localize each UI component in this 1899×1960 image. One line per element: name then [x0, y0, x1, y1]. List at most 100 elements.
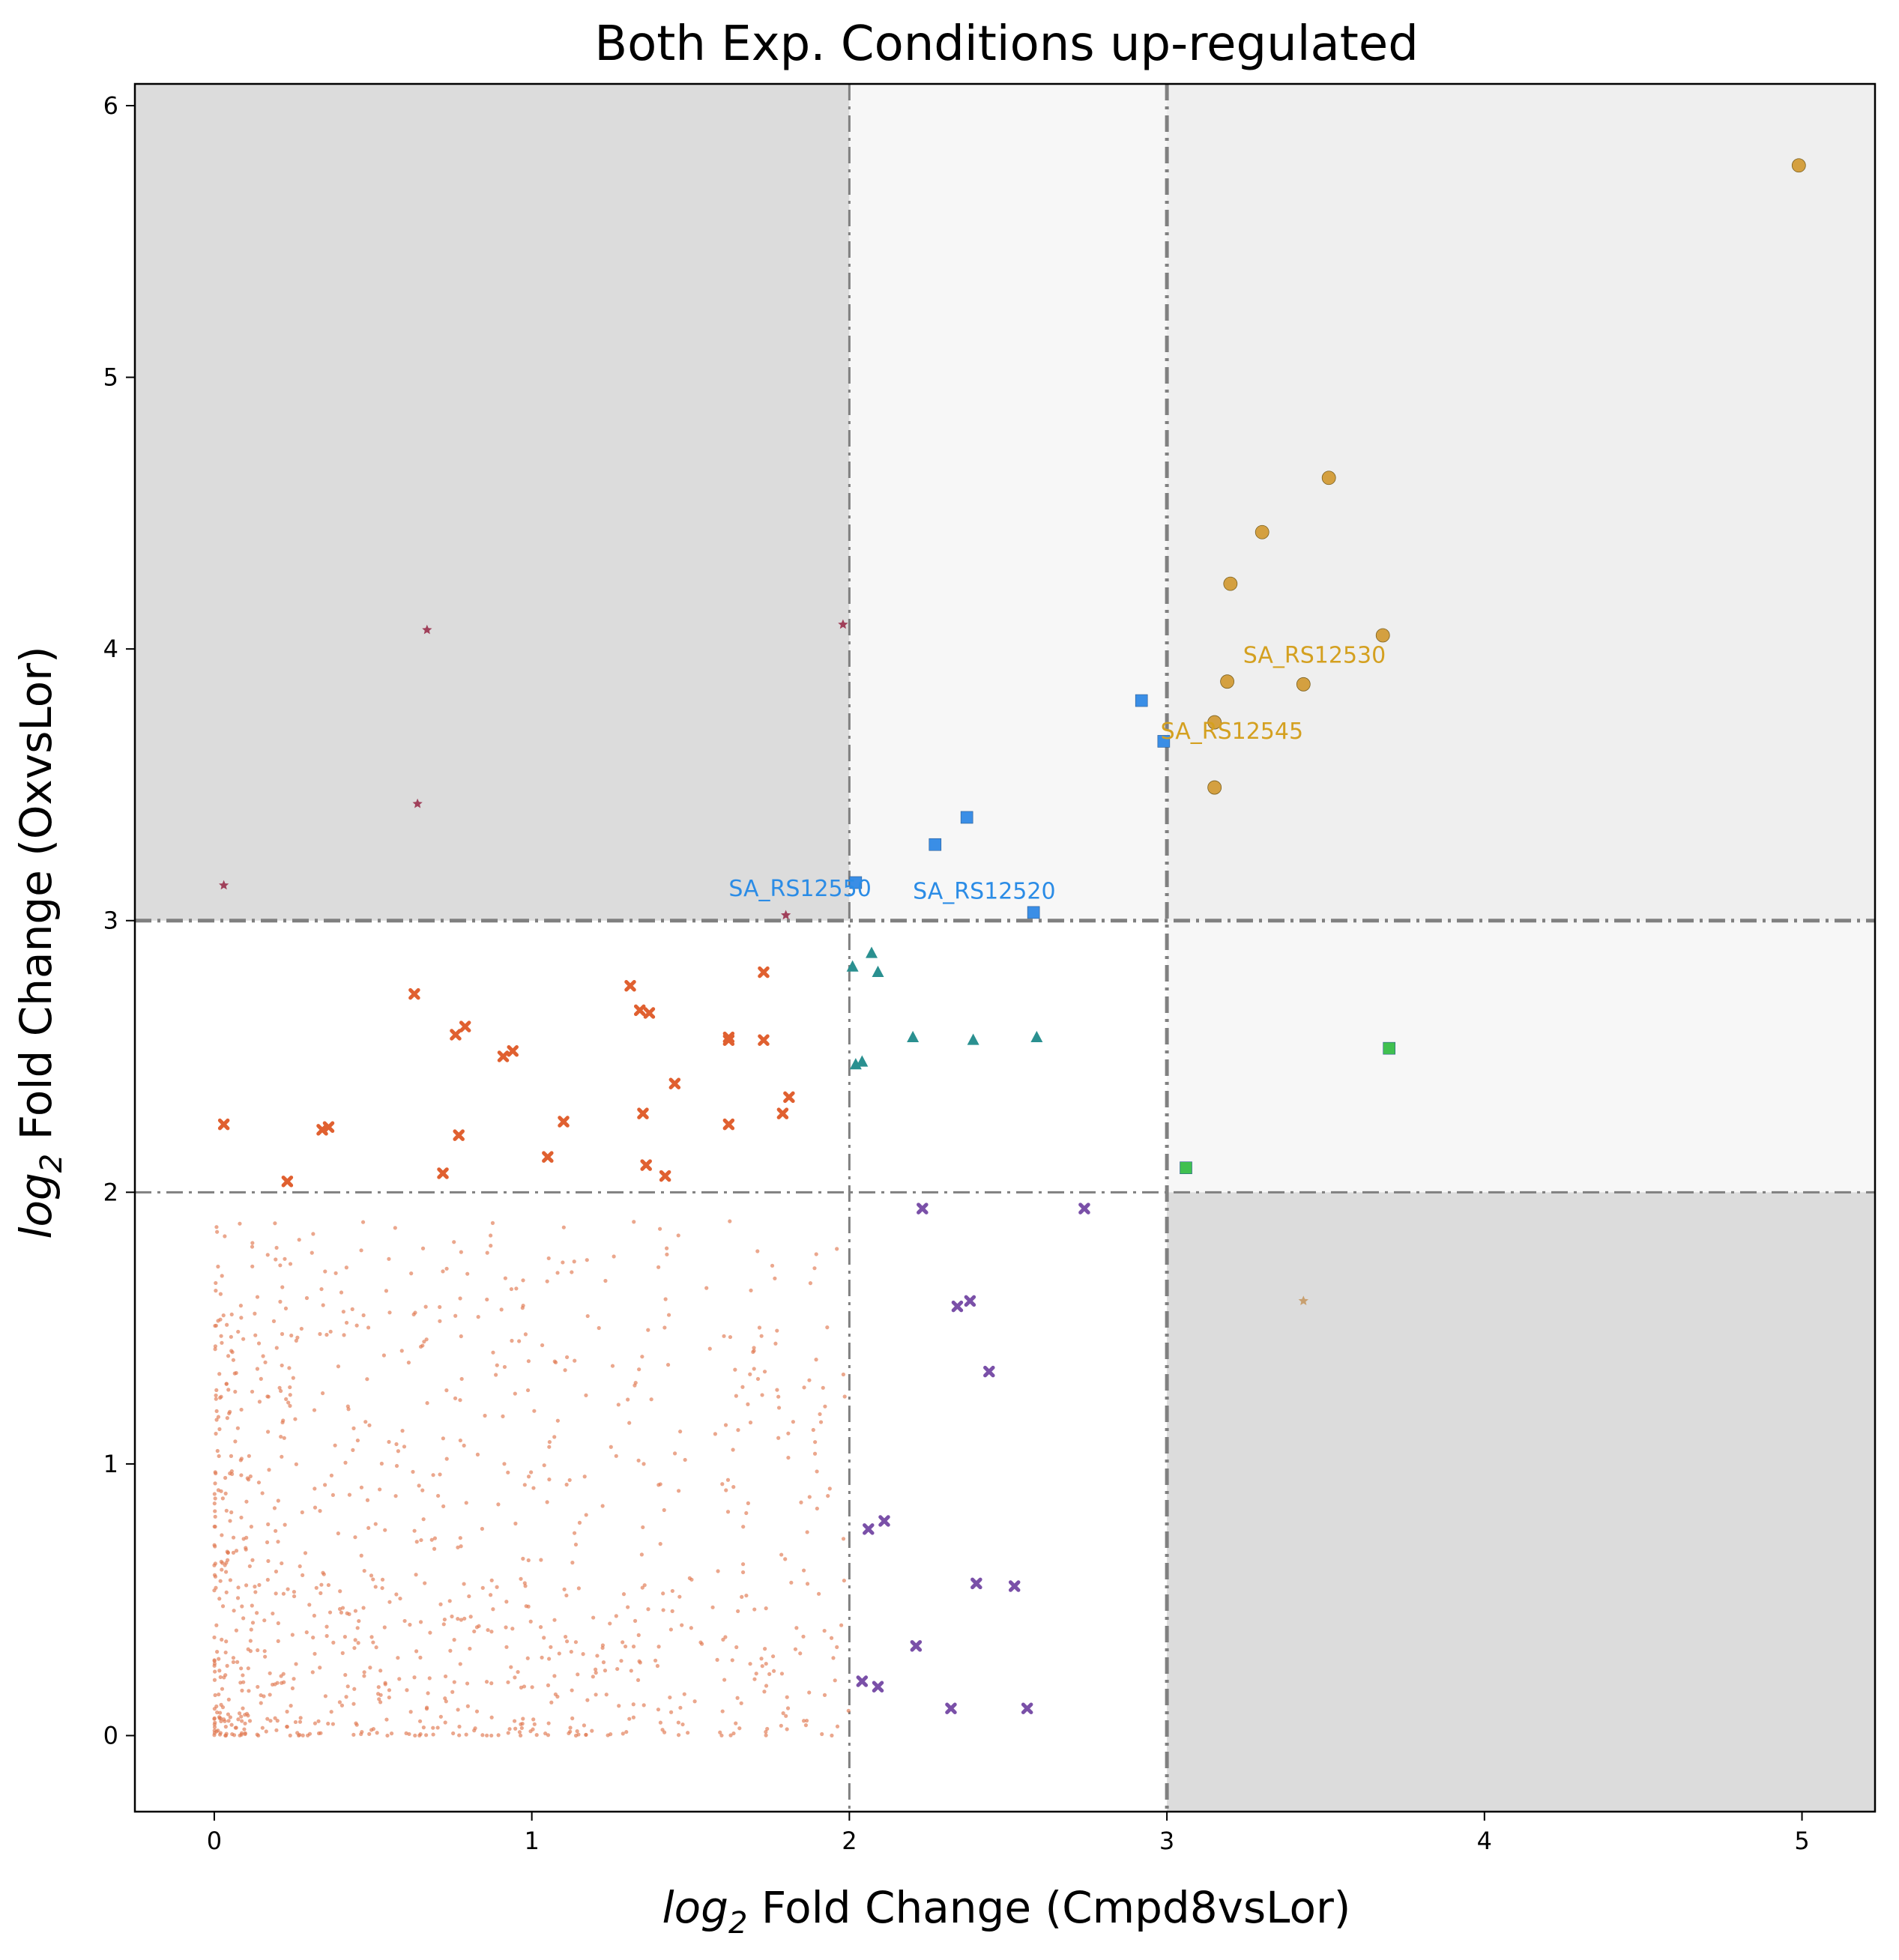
data-point — [214, 1388, 219, 1393]
data-point — [1008, 1580, 1021, 1592]
data-point — [314, 1585, 318, 1590]
data-point — [214, 1704, 219, 1709]
data-point — [241, 1337, 246, 1341]
data-point — [453, 1129, 465, 1141]
x-axis-label: log2 Fold Change (Cmpd8vsLor) — [662, 1882, 1351, 1941]
data-point — [736, 1609, 740, 1614]
data-point — [759, 1334, 764, 1338]
data-point — [243, 1731, 247, 1737]
data-point — [522, 1483, 527, 1487]
data-point — [576, 1586, 581, 1591]
data-point — [789, 1580, 794, 1585]
data-point — [353, 1638, 357, 1642]
data-point — [670, 1609, 674, 1613]
data-point — [621, 1640, 625, 1645]
data-point — [438, 1602, 443, 1606]
data-point — [452, 1680, 456, 1684]
data-point — [374, 1645, 378, 1650]
data-point — [387, 1439, 391, 1445]
data-point — [665, 1252, 669, 1256]
data-point — [805, 1582, 810, 1586]
data-point — [635, 1678, 641, 1683]
data-point — [459, 1376, 464, 1382]
data-point — [321, 1391, 325, 1396]
data-point — [503, 1276, 507, 1280]
data-point — [459, 1618, 464, 1622]
data-point — [303, 1551, 308, 1555]
data-point — [238, 1681, 243, 1685]
data-point — [450, 1029, 462, 1041]
data-point — [350, 1307, 354, 1311]
data-point — [572, 1531, 577, 1535]
data-point — [595, 1654, 600, 1658]
data-point — [801, 1719, 806, 1723]
data-point — [494, 1373, 498, 1377]
data-point — [489, 1681, 494, 1686]
data-point — [474, 1709, 480, 1714]
data-point — [519, 1725, 524, 1731]
data-point — [406, 1361, 411, 1365]
data-point — [215, 1229, 220, 1234]
data-point — [846, 960, 859, 972]
data-point — [725, 1477, 731, 1482]
data-point — [458, 1398, 462, 1403]
data-point — [755, 1249, 760, 1253]
data-point — [731, 1485, 736, 1489]
data-point — [722, 1118, 735, 1131]
data-point — [495, 1363, 499, 1367]
data-point — [343, 1460, 348, 1465]
data-point — [290, 1686, 295, 1691]
data-point — [435, 1493, 441, 1498]
data-point — [333, 1271, 338, 1275]
data-point — [633, 1383, 637, 1388]
data-point — [241, 1673, 245, 1678]
data-point — [217, 1692, 221, 1697]
data-point — [612, 1254, 616, 1259]
data-point — [765, 1726, 770, 1731]
annotations: SA_RS12530 SA_RS12545 SA_RS12550 SA_RS12520 — [728, 642, 1386, 904]
data-point — [432, 1546, 437, 1551]
data-point — [757, 1325, 762, 1330]
data-point — [459, 1334, 463, 1339]
data-point — [749, 1288, 753, 1292]
data-point — [359, 1248, 363, 1253]
data-point — [425, 1401, 429, 1406]
data-point — [710, 1605, 715, 1609]
data-point — [564, 1482, 569, 1487]
data-point — [472, 1629, 477, 1634]
data-point — [459, 1250, 463, 1254]
shaded-region — [1167, 1192, 1875, 1812]
data-point — [773, 1276, 777, 1280]
data-point — [351, 1448, 355, 1452]
data-point — [1027, 906, 1040, 919]
data-point — [636, 1458, 641, 1463]
data-point — [532, 1722, 537, 1726]
data-point — [480, 1733, 485, 1737]
data-point — [529, 1470, 534, 1474]
data-point — [801, 1568, 806, 1573]
data-point — [339, 1610, 344, 1615]
data-point — [373, 1585, 378, 1589]
data-point — [764, 1606, 768, 1611]
data-point — [764, 1661, 768, 1666]
data-point — [219, 1394, 223, 1399]
data-point — [754, 1672, 758, 1676]
data-point — [633, 1618, 638, 1623]
data-point — [319, 1286, 324, 1292]
data-point — [212, 1524, 217, 1529]
data-point — [552, 1435, 557, 1439]
data-point — [507, 1727, 512, 1731]
data-point — [250, 1389, 255, 1394]
data-point — [655, 1663, 660, 1669]
data-point — [450, 1690, 455, 1694]
data-point — [217, 1657, 221, 1661]
data-point — [538, 1625, 543, 1630]
data-point — [646, 1607, 650, 1612]
data-point — [213, 1481, 217, 1486]
data-point — [223, 1475, 228, 1480]
shaded-region — [1167, 920, 1875, 1193]
data-point — [298, 1719, 303, 1724]
data-point — [344, 1265, 348, 1270]
data-point — [420, 1343, 425, 1348]
